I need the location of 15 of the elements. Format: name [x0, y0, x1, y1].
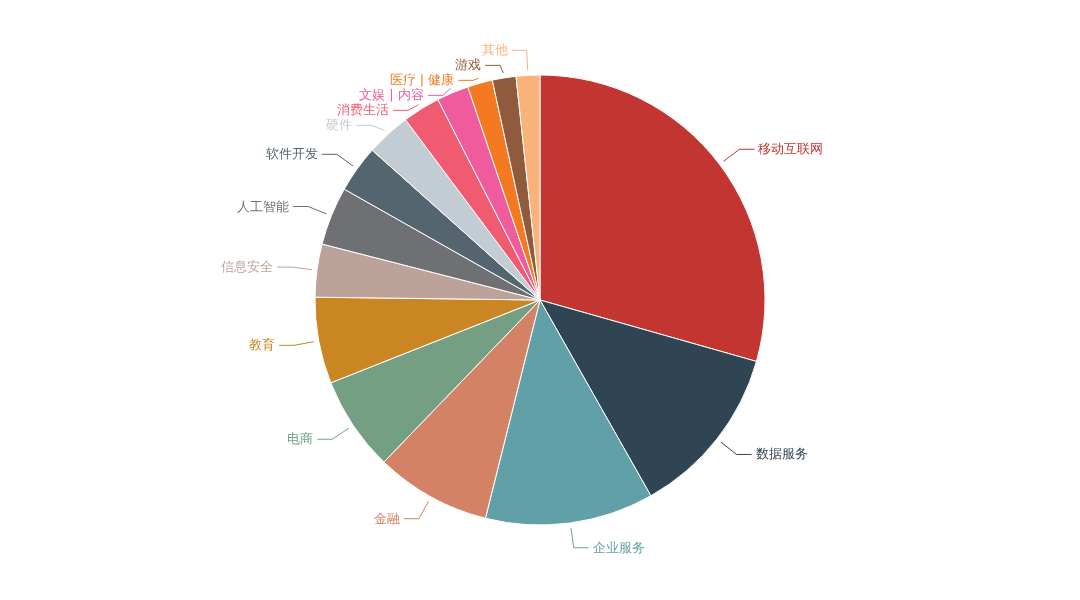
slice-label: 文娱 | 内容	[359, 87, 424, 103]
slice-label: 电商	[287, 431, 314, 447]
slice-label: 移动互联网	[758, 141, 824, 157]
slice-label: 金融	[373, 510, 400, 526]
slice-label: 硬件	[326, 117, 353, 133]
slice-label: 软件开发	[265, 146, 318, 162]
slice-label: 游戏	[455, 57, 482, 73]
slice-label: 信息安全	[221, 259, 274, 275]
slice-label: 教育	[249, 337, 276, 353]
slice-label: 人工智能	[237, 198, 290, 214]
slice-label: 其他	[481, 42, 508, 58]
slice-label: 消费生活	[337, 102, 390, 118]
slice-label: 医疗 | 健康	[389, 72, 455, 88]
slice-label: 企业服务	[592, 539, 645, 555]
slice-label: 数据服务	[755, 446, 808, 462]
